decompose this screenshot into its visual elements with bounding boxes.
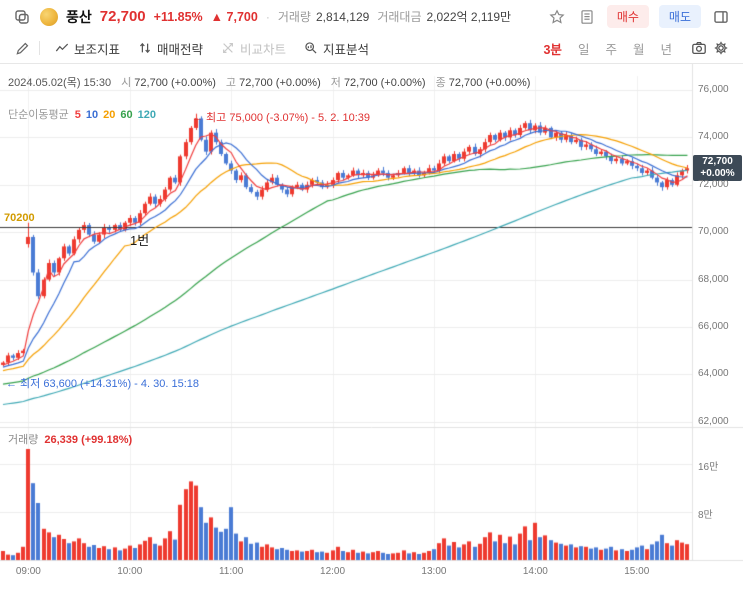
user-note-annotation[interactable]: 1번 (130, 233, 150, 248)
change-amount: ▲ 7,700 (210, 9, 258, 24)
draw-pencil-icon[interactable] (12, 38, 32, 58)
timeframe-day[interactable]: 일 (571, 37, 597, 60)
settings-gear-icon[interactable] (711, 38, 731, 58)
timeframe-week[interactable]: 주 (598, 37, 624, 60)
favorite-star-icon[interactable] (547, 7, 567, 27)
indicator-button[interactable]: 보조지표 (47, 37, 128, 60)
sort-arrows-icon (140, 42, 151, 54)
strategy-button[interactable]: 매매전략 (130, 37, 211, 60)
compare-icon (223, 43, 234, 53)
chart-toolbar: 보조지표 매매전략 비교차트 지표분석 3분 일 (0, 33, 743, 64)
trade-value-label: 거래대금 (377, 10, 422, 24)
price-volume-chart[interactable] (0, 64, 743, 589)
buy-button[interactable]: 매수 (606, 5, 649, 28)
change-percent: +11.85% (153, 9, 203, 24)
stock-name: 풍산 (66, 8, 92, 25)
line-chart-icon (55, 43, 69, 52)
sell-button[interactable]: 매도 (658, 5, 701, 28)
volume-value: 2,814,129 (315, 9, 370, 24)
current-price: 72,700 (99, 8, 146, 25)
panel-toggle-icon[interactable] (711, 7, 731, 27)
screenshot-camera-icon[interactable] (689, 38, 709, 58)
stock-logo (40, 7, 58, 26)
analysis-magnifier-icon (305, 42, 317, 54)
trade-value-value: 2,022억 2,119만 (426, 10, 512, 24)
header: 풍산 72,700 +11.85% ▲ 7,700 · 거래량 2,814,12… (0, 0, 743, 33)
separator-dot: · (265, 9, 270, 24)
indicator-analysis-button[interactable]: 지표분석 (296, 37, 377, 60)
windows-icon[interactable] (12, 7, 32, 27)
compare-chart-button[interactable]: 비교차트 (213, 37, 294, 60)
chart-area: 2024.05.02(목) 15:30 시 72,700 (+0.00%) 고 72… (0, 64, 743, 589)
divider (39, 41, 40, 55)
timeframe-year[interactable]: 년 (653, 37, 679, 60)
current-price-badge: 72,700 +0.00% (693, 155, 742, 182)
volume-label: 거래량 (277, 10, 311, 24)
timeframe-month[interactable]: 월 (626, 37, 652, 60)
memo-document-icon[interactable] (577, 7, 597, 27)
timeframe-3min[interactable]: 3분 (536, 37, 568, 60)
